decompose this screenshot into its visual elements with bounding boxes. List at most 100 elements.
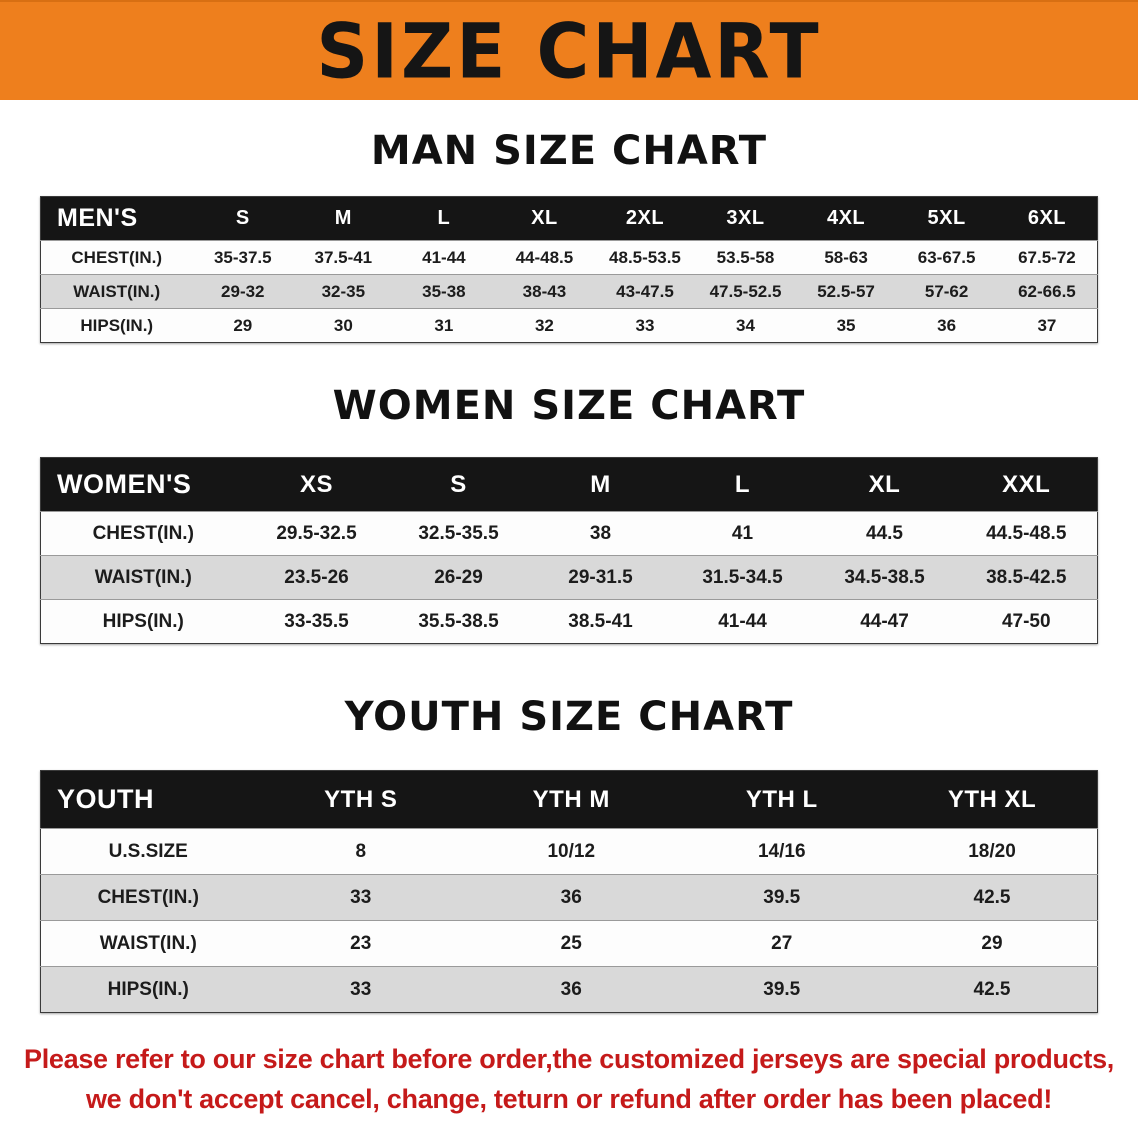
value-cell: 53.5-58 (695, 240, 796, 275)
value-cell: 33 (255, 874, 466, 921)
value-cell: 25 (466, 920, 677, 967)
size-header-cell: L (671, 457, 814, 512)
value-cell: 33 (594, 308, 696, 343)
size-header-cell: M (293, 196, 394, 241)
measurement-row: HIPS(IN.) 33 36 39.5 42.5 (40, 966, 1098, 1013)
value-cell: 18/20 (887, 828, 1098, 875)
measurement-row: HIPS(IN.) 33-35.5 35.5-38.5 38.5-41 41-44 44-… (40, 599, 1098, 644)
value-cell: 42.5 (887, 874, 1098, 921)
table-title-cell: WOMEN'S (40, 457, 246, 512)
value-cell: 38 (529, 511, 672, 556)
youth-section-heading: YOUTH SIZE CHART (344, 694, 794, 740)
value-cell: 63-67.5 (896, 240, 997, 275)
value-cell: 52.5-57 (795, 274, 897, 309)
size-header-cell: XL (813, 457, 956, 512)
value-cell: 33-35.5 (245, 599, 388, 644)
value-cell: 47.5-52.5 (695, 274, 796, 309)
size-header-cell: 6XL (996, 196, 1098, 241)
size-header-cell: XS (245, 457, 388, 512)
value-cell: 36 (466, 966, 677, 1013)
size-header-cell: S (387, 457, 530, 512)
size-header-cell: L (393, 196, 495, 241)
value-cell: 42.5 (887, 966, 1098, 1013)
value-cell: 36 (466, 874, 677, 921)
value-cell: 47-50 (955, 599, 1098, 644)
measurement-row: CHEST(IN.) 35-37.5 37.5-41 41-44 44-48.5 48.5… (40, 240, 1098, 275)
value-cell: 31.5-34.5 (671, 555, 814, 600)
measurement-row: CHEST(IN.) 33 36 39.5 42.5 (40, 874, 1098, 921)
value-cell: 67.5-72 (996, 240, 1098, 275)
value-cell: 31 (393, 308, 495, 343)
measurement-row: WAIST(IN.) 29-32 32-35 35-38 38-43 43-47.5 47.… (40, 274, 1098, 309)
value-cell: 38.5-41 (529, 599, 672, 644)
value-cell: 14/16 (676, 828, 887, 875)
youth-size-table: YOUTH YTH S YTH M YTH L YTH XL U.S.SIZE 8 10/12… (40, 770, 1098, 1013)
value-cell: 44.5-48.5 (955, 511, 1098, 556)
youth-size-section: YOUTH SIZE CHART YOUTH YTH S YTH M YTH L YTH… (0, 644, 1138, 1013)
value-cell: 57-62 (896, 274, 997, 309)
measurement-row: WAIST(IN.) 23.5-26 26-29 29-31.5 31.5-34.5 34… (40, 555, 1098, 600)
value-cell: 44.5 (813, 511, 956, 556)
men-section-heading: MAN SIZE CHART (370, 128, 768, 174)
value-cell: 41-44 (671, 599, 814, 644)
value-cell: 58-63 (795, 240, 897, 275)
value-cell: 41 (671, 511, 814, 556)
value-cell: 43-47.5 (594, 274, 696, 309)
row-label-cell: HIPS(IN.) (40, 599, 246, 644)
value-cell: 33 (255, 966, 466, 1013)
size-header-cell: XXL (955, 457, 1098, 512)
measurement-row: WAIST(IN.) 23 25 27 29 (40, 920, 1098, 967)
row-label-cell: WAIST(IN.) (40, 920, 256, 967)
women-section-heading: WOMEN SIZE CHART (332, 383, 806, 429)
row-label-cell: WAIST(IN.) (40, 555, 246, 600)
size-header-cell: 5XL (896, 196, 997, 241)
value-cell: 35-38 (393, 274, 495, 309)
table-title-cell: MEN'S (40, 196, 193, 241)
size-header-cell: YTH L (676, 770, 887, 829)
value-cell: 29-32 (192, 274, 294, 309)
value-cell: 38-43 (494, 274, 595, 309)
size-header-cell: XL (494, 196, 595, 241)
row-label-cell: CHEST(IN.) (40, 511, 246, 556)
value-cell: 39.5 (676, 874, 887, 921)
size-header-cell: YTH S (255, 770, 466, 829)
value-cell: 44-47 (813, 599, 956, 644)
row-label-cell: CHEST(IN.) (40, 240, 193, 275)
value-cell: 23.5-26 (245, 555, 388, 600)
disclaimer-line-1: Please refer to our size chart before or… (23, 1044, 1115, 1074)
value-cell: 29 (192, 308, 294, 343)
value-cell: 35 (795, 308, 897, 343)
value-cell: 34.5-38.5 (813, 555, 956, 600)
value-cell: 34 (695, 308, 796, 343)
value-cell: 35.5-38.5 (387, 599, 530, 644)
row-label-cell: HIPS(IN.) (40, 966, 256, 1013)
value-cell: 26-29 (387, 555, 530, 600)
size-header-cell: 3XL (695, 196, 796, 241)
value-cell: 27 (676, 920, 887, 967)
disclaimer-line-2: we don't accept cancel, change, teturn o… (85, 1084, 1053, 1114)
value-cell: 29-31.5 (529, 555, 672, 600)
row-label-cell: CHEST(IN.) (40, 874, 256, 921)
men-size-table: MEN'S S M L XL 2XL 3XL 4XL 5XL 6XL CHEST(IN.) 35-37… (40, 196, 1098, 343)
value-cell: 32.5-35.5 (387, 511, 530, 556)
value-cell: 8 (255, 828, 466, 875)
row-label-cell: U.S.SIZE (40, 828, 256, 875)
value-cell: 41-44 (393, 240, 495, 275)
value-cell: 36 (896, 308, 997, 343)
value-cell: 48.5-53.5 (594, 240, 696, 275)
men-size-section: MAN SIZE CHART MEN'S S M L XL 2XL 3XL 4XL 5XL 6XL… (0, 100, 1138, 343)
size-header-cell: YTH M (466, 770, 677, 829)
size-header-cell: M (529, 457, 672, 512)
table-header-row: WOMEN'S XS S M L XL XXL (40, 457, 1098, 512)
value-cell: 32 (494, 308, 595, 343)
title-banner: SIZE CHART (0, 0, 1138, 100)
size-header-cell: 2XL (594, 196, 696, 241)
size-header-cell: YTH XL (887, 770, 1098, 829)
value-cell: 39.5 (676, 966, 887, 1013)
value-cell: 37 (996, 308, 1098, 343)
measurement-row: CHEST(IN.) 29.5-32.5 32.5-35.5 38 41 44.5 44.5… (40, 511, 1098, 556)
value-cell: 37.5-41 (293, 240, 394, 275)
value-cell: 38.5-42.5 (955, 555, 1098, 600)
table-header-row: YOUTH YTH S YTH M YTH L YTH XL (40, 770, 1098, 829)
